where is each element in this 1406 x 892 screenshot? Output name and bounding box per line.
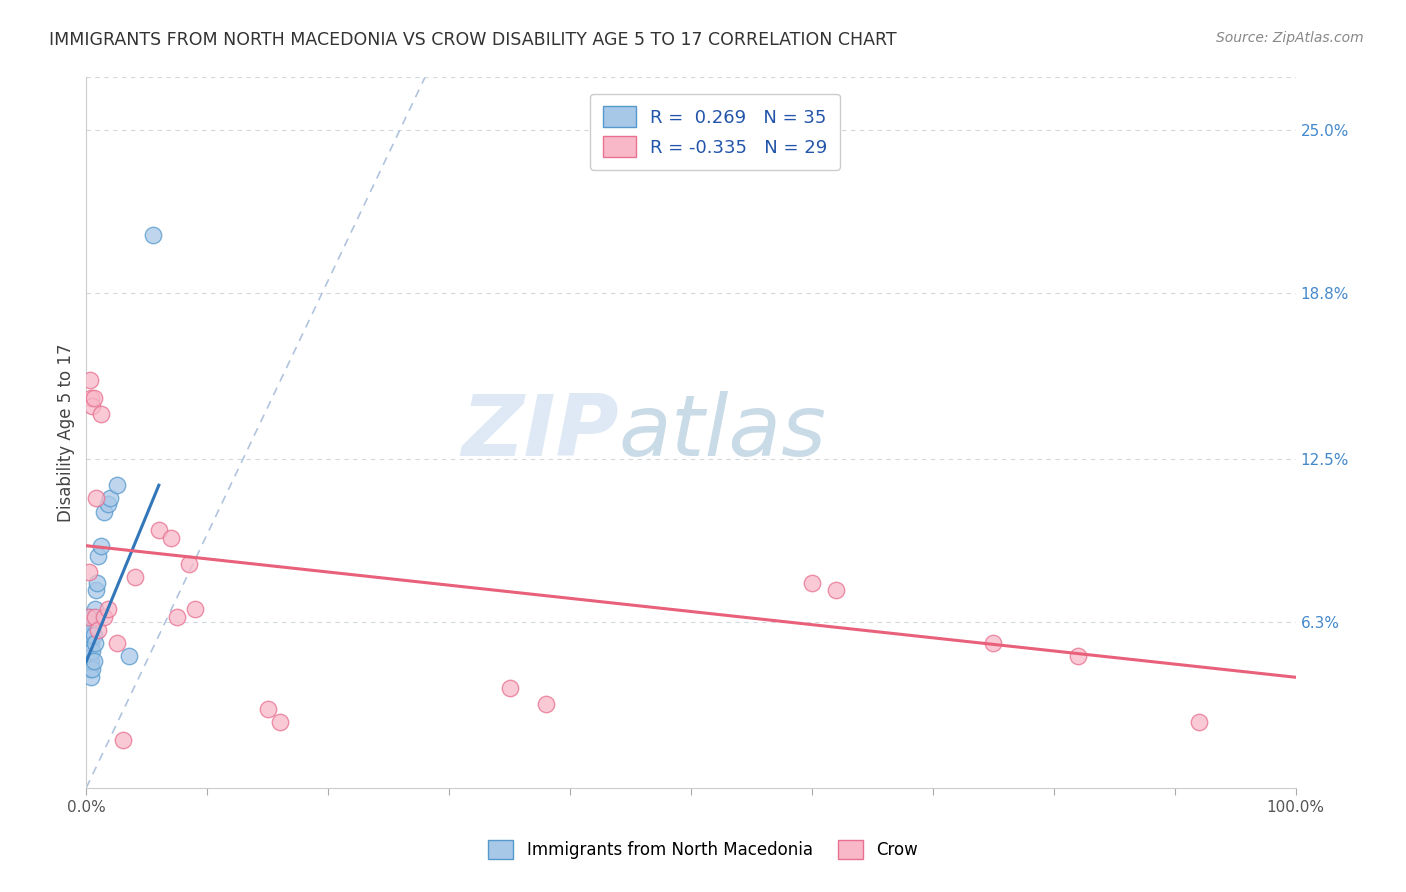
Point [184, 602, 207, 616]
Point [100, 491, 122, 506]
Point [166, 609, 188, 624]
Point [825, 583, 848, 598]
Point [76, 636, 98, 650]
Point [534, 697, 557, 711]
Point [1188, 714, 1211, 729]
Point [160, 531, 183, 545]
Point [80, 636, 103, 650]
Legend: Immigrants from North Macedonia, Crow: Immigrants from North Macedonia, Crow [479, 831, 927, 868]
Point [87, 623, 110, 637]
Point [76, 623, 98, 637]
Point [77, 662, 100, 676]
Point [83, 392, 105, 406]
Y-axis label: Disability Age 5 to 17: Disability Age 5 to 17 [58, 343, 75, 522]
Point [84, 583, 107, 598]
Point [498, 681, 520, 695]
Point [77, 649, 100, 664]
Point [142, 228, 165, 243]
Point [82, 662, 104, 676]
Point [83, 636, 105, 650]
Text: atlas: atlas [619, 391, 827, 474]
Point [800, 575, 823, 590]
Point [82, 644, 104, 658]
Point [79, 655, 101, 669]
Point [83, 655, 105, 669]
Point [177, 557, 200, 571]
Point [90, 407, 112, 421]
Text: ZIP: ZIP [461, 391, 619, 474]
Point [82, 399, 104, 413]
Point [93, 504, 115, 518]
Point [111, 733, 134, 747]
Point [981, 636, 1004, 650]
Point [82, 623, 104, 637]
Point [80, 392, 103, 406]
Point [97, 602, 120, 616]
Point [83, 609, 105, 624]
Point [105, 636, 128, 650]
Point [117, 649, 139, 664]
Point [97, 497, 120, 511]
Point [80, 670, 103, 684]
Text: IMMIGRANTS FROM NORTH MACEDONIA VS CROW DISABILITY AGE 5 TO 17 CORRELATION CHART: IMMIGRANTS FROM NORTH MACEDONIA VS CROW … [49, 31, 897, 49]
Point [83, 602, 105, 616]
Point [80, 655, 103, 669]
Point [93, 609, 115, 624]
Point [86, 575, 108, 590]
Point [77, 609, 100, 624]
Point [80, 609, 103, 624]
Point [77, 623, 100, 637]
Legend: R =  0.269   N = 35, R = -0.335   N = 29: R = 0.269 N = 35, R = -0.335 N = 29 [591, 94, 839, 169]
Point [76, 655, 98, 669]
Point [148, 523, 170, 537]
Point [77, 636, 100, 650]
Point [1067, 649, 1090, 664]
Point [79, 373, 101, 387]
Point [269, 714, 291, 729]
Point [87, 549, 110, 564]
Point [105, 478, 128, 492]
Point [80, 628, 103, 642]
Point [76, 644, 98, 658]
Point [76, 609, 98, 624]
Point [79, 644, 101, 658]
Point [84, 491, 107, 506]
Text: Source: ZipAtlas.com: Source: ZipAtlas.com [1216, 31, 1364, 45]
Point [79, 628, 101, 642]
Point [256, 702, 278, 716]
Point [77, 565, 100, 579]
Point [79, 662, 101, 676]
Point [124, 570, 146, 584]
Point [83, 628, 105, 642]
Point [90, 539, 112, 553]
